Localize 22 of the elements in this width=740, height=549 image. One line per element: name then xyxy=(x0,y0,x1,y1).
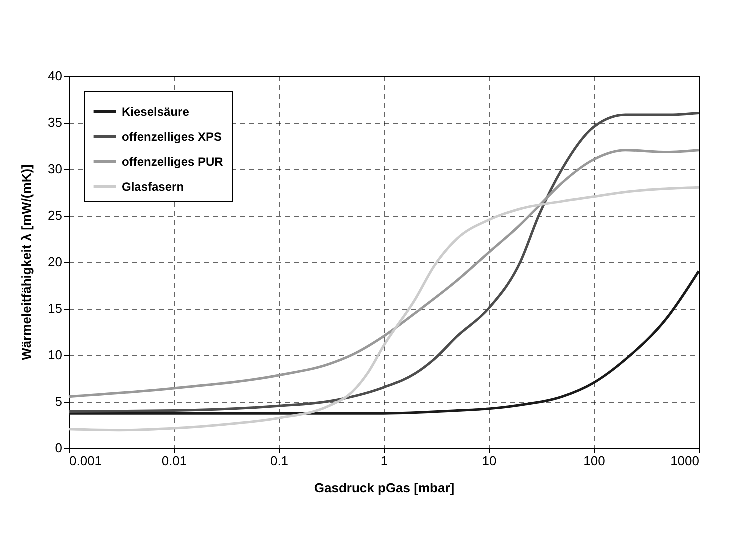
legend-label: offenzelliges PUR xyxy=(122,155,224,169)
y-tick-label: 25 xyxy=(48,208,62,223)
x-tick-label: 0.1 xyxy=(270,454,289,468)
y-tick-label: 20 xyxy=(48,254,62,270)
y-tick-label: 30 xyxy=(48,162,62,176)
x-tick-label: 0.001 xyxy=(70,454,102,468)
y-tick-label: 0 xyxy=(55,440,62,456)
y-axis-title: Wärmeleitfähigkeit λ [mW/(mK)] xyxy=(19,164,34,360)
y-tick-label: 10 xyxy=(48,348,62,362)
legend-label: offenzelliges XPS xyxy=(122,130,222,144)
y-tick-label: 5 xyxy=(55,394,62,409)
x-tick-label: 1000 xyxy=(670,454,700,468)
x-tick-label: 100 xyxy=(584,454,606,468)
x-tick-label: 0.01 xyxy=(162,454,188,468)
x-tick-label: 1 xyxy=(380,454,388,468)
y-tick-label: 35 xyxy=(48,115,62,130)
x-axis-title: Gasdruck pGas [mbar] xyxy=(314,480,455,496)
legend-label: Glasfasern xyxy=(122,180,184,194)
x-tick-label: 10 xyxy=(482,454,497,468)
legend-label: Kieselsäure xyxy=(122,105,190,119)
y-tick-label: 15 xyxy=(48,301,62,316)
y-tick-label: 40 xyxy=(48,68,62,84)
